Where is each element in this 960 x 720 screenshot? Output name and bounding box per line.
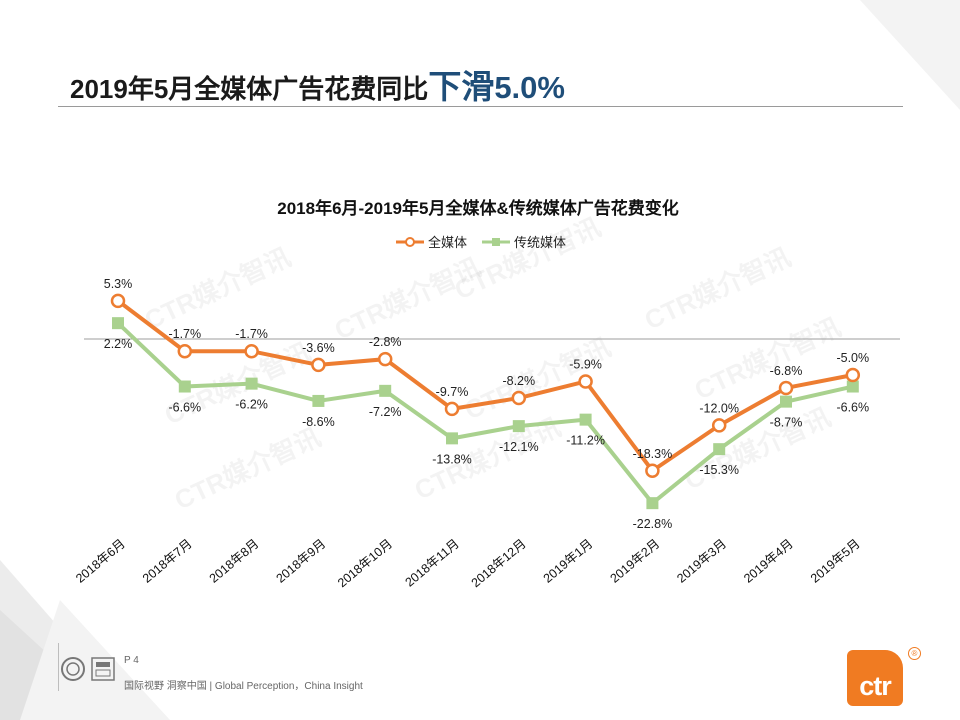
x-tick-label: 2018年8月: [207, 537, 262, 586]
data-label-traditional-media: -11.2%: [566, 434, 605, 448]
x-tick-label: 2019年1月: [541, 537, 596, 586]
data-label-all-media: -9.7%: [436, 385, 469, 399]
data-label-traditional-media: 2.2%: [104, 337, 133, 351]
data-point-all-media: [377, 351, 393, 367]
footer-slogan: 国际视野 洞察中国 | Global Perception，China Insi…: [124, 681, 363, 692]
data-label-all-media: -1.7%: [168, 327, 201, 341]
data-point-all-media: [845, 367, 861, 383]
chart-legend: 全媒体 传统媒体: [396, 235, 566, 250]
series-line-all-media: [116, 299, 854, 473]
data-label-all-media: -6.8%: [770, 364, 803, 378]
title-divider: [58, 106, 903, 107]
data-label-all-media: -3.6%: [302, 341, 335, 355]
line-chart: CTR媒介智讯CTR媒介智讯CTR媒介智讯CTR媒介智讯CTR媒介智讯CTR媒介…: [73, 198, 900, 591]
data-label-traditional-media: -15.3%: [699, 463, 739, 477]
x-tick-label: 2018年12月: [469, 537, 529, 591]
data-point-all-media: [311, 357, 326, 373]
series-line-traditional-media: [116, 321, 854, 506]
data-label-traditional-media: -7.2%: [369, 405, 402, 419]
x-tick-label: 2018年6月: [73, 537, 128, 586]
legend-label: 传统媒体: [514, 235, 566, 250]
ctr-logo-text: ctr: [859, 671, 892, 701]
watermark-text: CTR媒介智讯: [640, 242, 795, 336]
data-point-traditional-media: [112, 317, 124, 330]
x-tick-label: 2019年2月: [608, 537, 663, 586]
watermark-text: CTR媒介智讯: [170, 422, 325, 516]
data-point-all-media: [244, 343, 259, 359]
data-point-all-media: [711, 418, 727, 433]
data-label-all-media: 5.3%: [104, 277, 133, 291]
x-tick-label: 2019年4月: [741, 537, 796, 586]
page-title-highlight-word: 下滑: [428, 68, 495, 105]
watermark-text: CTR媒介智讯: [140, 242, 295, 336]
data-point-all-media: [578, 374, 593, 389]
data-point-all-media: [645, 463, 660, 479]
data-label-traditional-media: -6.2%: [235, 398, 268, 412]
x-tick-label: 2019年5月: [808, 537, 863, 586]
page-title-highlight-value: 5.0%: [494, 70, 565, 105]
data-label-all-media: -8.2%: [502, 374, 535, 388]
data-point-all-media: [511, 390, 527, 406]
data-point-all-media: [177, 343, 193, 359]
x-tick-label: 2019年3月: [674, 537, 729, 586]
registered-mark: ®: [908, 647, 921, 660]
data-point-all-media: [778, 380, 794, 396]
legend-marker: [405, 237, 415, 247]
footer-divider: [58, 643, 59, 691]
page-title: 2019年5月全媒体广告花费同比下滑5.0%: [70, 60, 565, 108]
watermark-layer: CTR媒介智讯CTR媒介智讯CTR媒介智讯CTR媒介智讯CTR媒介智讯CTR媒介…: [140, 212, 845, 516]
data-point-traditional-media: [512, 420, 525, 433]
data-label-traditional-media: -6.6%: [836, 401, 869, 415]
x-tick-label: 2018年9月: [274, 537, 329, 586]
data-point-all-media: [444, 401, 460, 417]
data-label-all-media: -18.3%: [633, 447, 673, 461]
data-label-all-media: -5.9%: [569, 357, 602, 371]
data-labels-layer: 5.3% -1.7% -1.7% -3.6% -2.8% -9.7% -8.2% -5.9% -…: [104, 277, 869, 531]
watermark-text: CTR媒介智讯: [680, 402, 835, 496]
data-label-all-media: -5.0%: [836, 351, 869, 365]
data-label-all-media: -12.0%: [699, 401, 739, 415]
data-point-traditional-media: [178, 380, 191, 393]
data-point-traditional-media: [579, 413, 592, 426]
legend-marker: [492, 238, 500, 246]
series-layer: [110, 293, 861, 510]
data-point-traditional-media: [245, 377, 258, 390]
data-label-traditional-media: -6.6%: [168, 401, 201, 415]
data-point-traditional-media: [713, 443, 726, 456]
data-label-traditional-media: -13.8%: [432, 452, 472, 466]
data-label-traditional-media: -22.8%: [633, 517, 673, 531]
data-point-traditional-media: [446, 432, 458, 445]
chart-title: 2018年6月-2019年5月全媒体&传统媒体广告花费变化: [277, 198, 678, 218]
data-label-traditional-media: -8.7%: [770, 416, 803, 430]
data-point-traditional-media: [846, 380, 859, 393]
data-point-all-media: [110, 293, 126, 309]
data-label-traditional-media: -12.1%: [499, 440, 539, 454]
x-tick-label: 2018年11月: [403, 537, 462, 590]
data-point-traditional-media: [646, 497, 659, 510]
legend-item-all-media: 全媒体: [396, 235, 467, 250]
data-label-all-media: -2.8%: [369, 335, 402, 349]
data-point-traditional-media: [780, 395, 792, 408]
data-label-traditional-media: -8.6%: [302, 415, 335, 429]
data-label-all-media: -1.7%: [235, 327, 268, 341]
x-axis-ticks: 2018年6月 2018年7月 2018年8月 2018年9月 2018年10月 2018…: [73, 537, 863, 591]
page-title-prefix: 2019年5月全媒体广告花费同比: [70, 74, 429, 104]
legend-label: 全媒体: [428, 235, 467, 250]
data-point-traditional-media: [312, 394, 325, 407]
ctr-logo: ctr: [847, 650, 903, 706]
watermark-text: CTR媒介智讯: [690, 312, 845, 406]
x-tick-label: 2018年7月: [140, 537, 195, 586]
legend-item-traditional-media: 传统媒体: [482, 235, 566, 250]
x-tick-label: 2018年10月: [335, 537, 395, 591]
page-number: P 4: [124, 655, 139, 666]
data-point-traditional-media: [379, 384, 392, 397]
certification-logos: [61, 657, 115, 681]
